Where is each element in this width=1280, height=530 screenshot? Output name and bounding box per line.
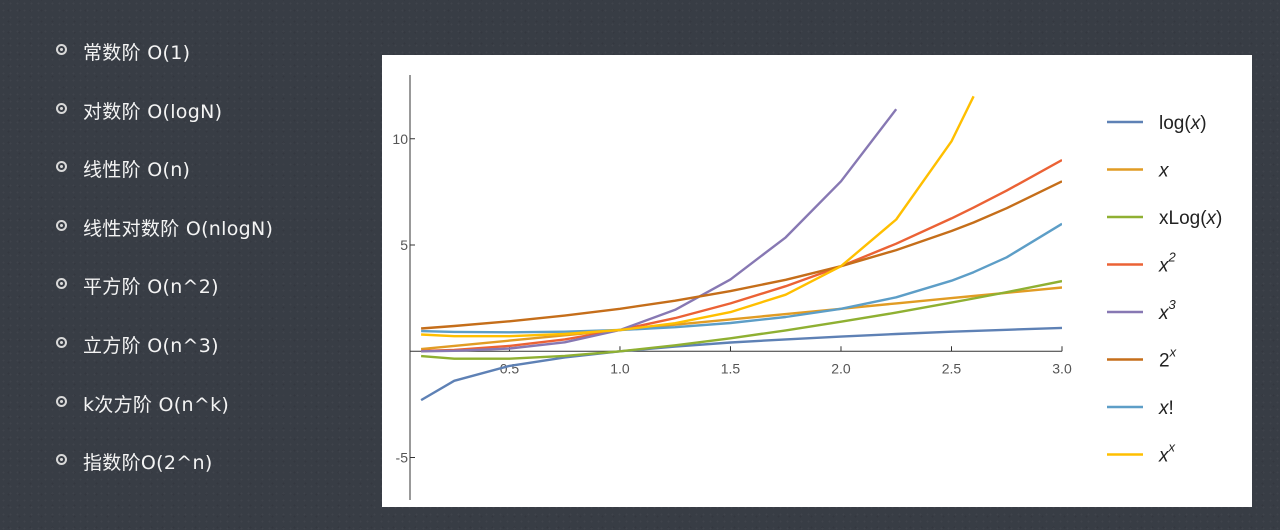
x-tick-label: 2.0: [831, 360, 851, 376]
chart-panel: 0.5 1.0 1.5 2.0 2.5 3.0 -5 5 10 log(x) x xLog(x) x2 x…: [382, 55, 1252, 507]
complexity-label: 对数阶 O(logN): [83, 100, 223, 123]
x-tick-label: 1.0: [610, 360, 630, 376]
complexity-label: 立方阶 O(n^3): [83, 334, 219, 357]
complexity-label: 指数阶O(2^n): [83, 452, 213, 475]
x-tick-label: 2.5: [942, 360, 962, 376]
y-tick-label: 5: [400, 237, 408, 253]
series-line-x3: [421, 108, 898, 353]
complexity-item: 立方阶 O(n^3): [56, 331, 273, 390]
series-line-log(x): [420, 326, 1062, 402]
complexity-label: 线性对数阶 O(nlogN): [83, 217, 274, 240]
complexity-list: 常数阶 O(1) 对数阶 O(logN) 线性阶 O(n) 线性对数阶 O(nlogN…: [56, 38, 273, 507]
complexity-item: 线性对数阶 O(nlogN): [56, 214, 273, 273]
series-line-x2: [421, 158, 1062, 353]
complexity-label: k次方阶 O(n^k): [83, 393, 230, 416]
y-tick-label: -5: [396, 450, 409, 466]
legend-label: xx: [1158, 440, 1176, 467]
complexity-label: 常数阶 O(1): [83, 42, 191, 64]
x-tick-label: 3.0: [1052, 360, 1072, 376]
legend-label: x: [1158, 161, 1170, 182]
complexity-item: 常数阶 O(1): [56, 38, 273, 97]
series-line-x!: [421, 222, 1062, 334]
legend-label: x!: [1158, 398, 1174, 419]
bullet-icon: [56, 219, 67, 231]
series-line-x: [420, 286, 1062, 351]
complexity-label: 线性阶 O(n): [83, 159, 191, 182]
series-line-xx: [421, 95, 975, 338]
bullet-icon: [56, 454, 67, 466]
bullet-icon: [56, 278, 67, 290]
legend-label: x3: [1158, 297, 1177, 324]
legend-label: 2x: [1159, 345, 1177, 372]
complexity-item: 线性阶 O(n): [56, 155, 273, 214]
bullet-icon: [56, 336, 67, 348]
bullet-icon: [56, 44, 67, 55]
x-tick-label: 1.5: [721, 360, 741, 376]
complexity-item: 指数阶O(2^n): [56, 448, 273, 507]
y-tick-label: 10: [392, 131, 408, 147]
legend-label: log(x): [1159, 113, 1207, 134]
series-line-xLog(x): [421, 279, 1062, 360]
bullet-icon: [56, 102, 67, 114]
series-line-2x: [421, 180, 1062, 330]
bullet-icon: [56, 395, 67, 407]
legend-label: x2: [1158, 250, 1177, 277]
complexity-label: 平方阶 O(n^2): [83, 276, 219, 299]
complexity-chart: 0.5 1.0 1.5 2.0 2.5 3.0-5510log(x)xxLog(x)x2x…: [392, 75, 1222, 500]
bullet-icon: [56, 161, 67, 173]
complexity-item: 对数阶 O(logN): [56, 97, 273, 156]
complexity-item: k次方阶 O(n^k): [56, 390, 273, 449]
legend-label: xLog(x): [1159, 208, 1222, 229]
complexity-item: 平方阶 O(n^2): [56, 272, 273, 331]
